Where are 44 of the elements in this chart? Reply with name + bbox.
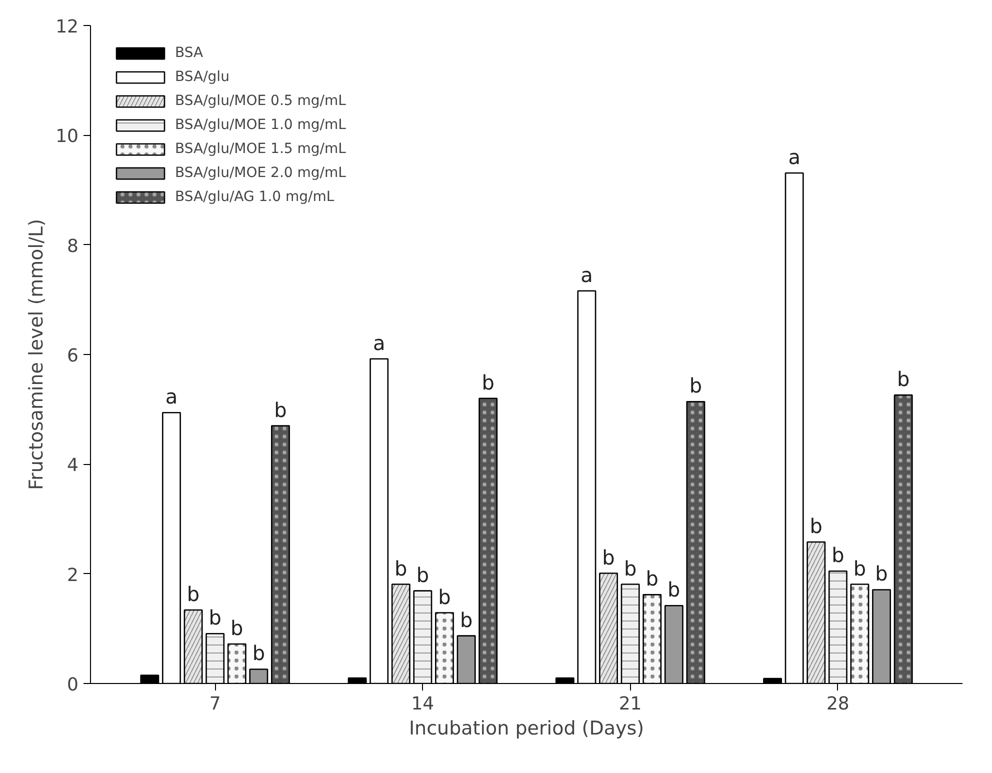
data-label: b (832, 543, 844, 568)
data-label: b (482, 370, 494, 394)
legend-label: BSA/glu/MOE 2.0 mg/mL (175, 165, 346, 181)
x-tick-label: 14 (411, 694, 434, 714)
data-label: a (165, 384, 178, 409)
legend-label: BSA (175, 45, 204, 61)
data-label: a (788, 145, 800, 169)
data-label: b (208, 606, 222, 630)
data-label: b (602, 545, 615, 570)
data-label: b (252, 641, 266, 666)
x-tick-label: 21 (618, 694, 642, 714)
data-label: b (438, 584, 451, 609)
y-tick-label: 12 (56, 16, 78, 38)
data-label: b (668, 578, 680, 602)
y-axis-title: Fructosamine level (mmol/L) (26, 219, 48, 490)
legend-label: BSA/glu/MOE 0.5 mg/mL (175, 93, 346, 109)
data-label: b (853, 556, 866, 580)
data-label: b (689, 374, 702, 398)
data-label: b (460, 608, 473, 632)
data-label: b (394, 556, 408, 580)
data-label: b (646, 566, 658, 591)
legend-label: BSA/glu (175, 69, 230, 85)
y-tick-label: 0 (67, 674, 78, 696)
x-tick-label: 28 (826, 694, 850, 714)
data-label: b (624, 556, 637, 580)
data-label: b (186, 582, 200, 606)
data-label: b (274, 398, 287, 422)
data-label: a (372, 330, 386, 355)
data-label: b (230, 616, 244, 640)
legend-label: BSA/glu/MOE 1.5 mg/mL (175, 141, 346, 157)
x-axis-title: Incubation period (Days) (408, 718, 644, 740)
y-tick-label: 8 (67, 236, 78, 257)
y-tick-label: 10 (56, 126, 78, 148)
legend-label: BSA/glu/MOE 1.0 mg/mL (175, 117, 346, 133)
data-label: b (416, 562, 430, 587)
data-label: b (896, 367, 910, 392)
x-tick-label: 7 (209, 694, 221, 714)
data-label: b (810, 514, 822, 538)
data-label: b (875, 562, 888, 586)
y-tick-label: 4 (67, 455, 78, 476)
y-tick-label: 6 (67, 346, 78, 366)
y-tick-label: 2 (67, 564, 78, 586)
data-label: a (580, 262, 593, 287)
legend-label: BSA/glu/AG 1.0 mg/mL (175, 189, 334, 205)
